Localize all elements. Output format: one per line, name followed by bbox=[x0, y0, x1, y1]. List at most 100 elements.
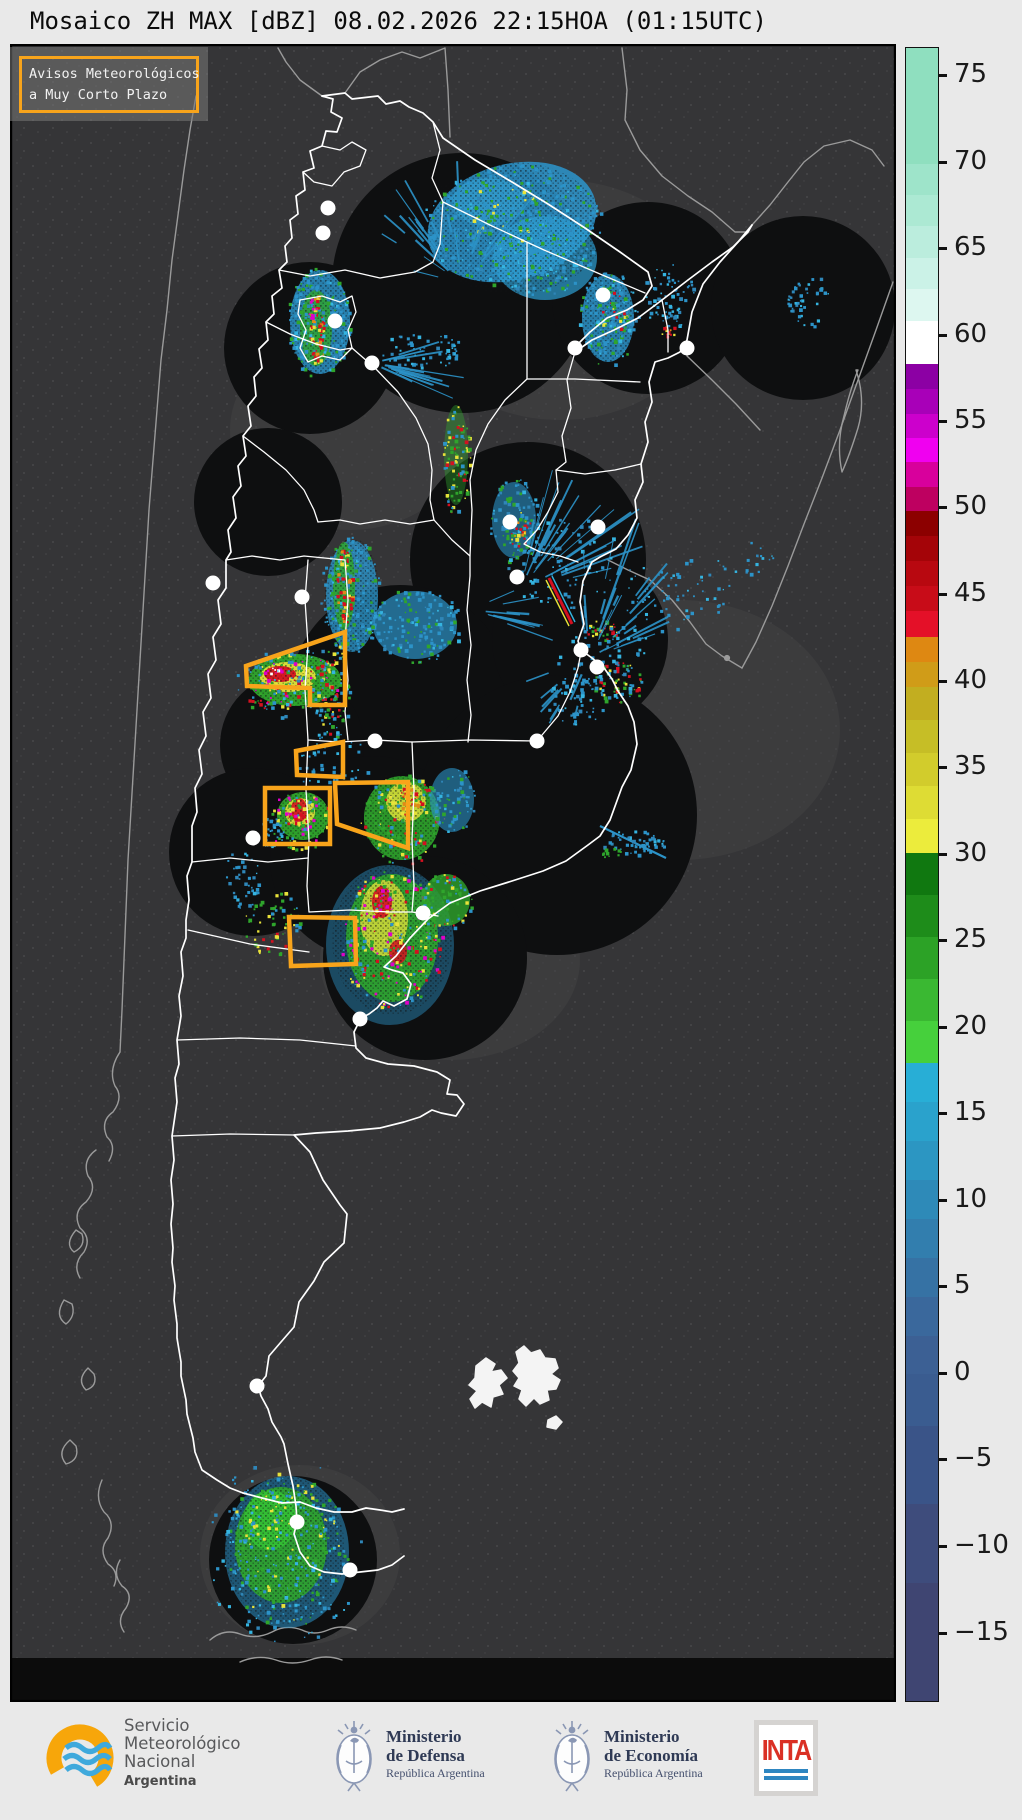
colorbar-tick bbox=[938, 680, 947, 683]
map-frame bbox=[10, 44, 896, 1702]
malvinas-islands bbox=[468, 1345, 563, 1430]
radar-site-dot bbox=[590, 519, 606, 535]
warning-polygons bbox=[243, 628, 411, 969]
colorbar-segment bbox=[906, 164, 938, 195]
colorbar-segment bbox=[906, 258, 938, 289]
radar-site-dot bbox=[315, 225, 331, 241]
colorbar-segment bbox=[906, 487, 938, 511]
economia-line3: República Argentina bbox=[604, 1766, 703, 1780]
colorbar-tick-label: 10 bbox=[954, 1184, 988, 1214]
smn-line3: Nacional bbox=[124, 1752, 196, 1771]
colorbar-tick bbox=[938, 766, 947, 769]
colorbar-segment bbox=[906, 786, 938, 819]
colorbar-tick bbox=[938, 1026, 947, 1029]
colorbar-tick-label: −15 bbox=[954, 1617, 1009, 1647]
defensa-line1: Ministerio bbox=[386, 1727, 462, 1746]
colorbar-segment bbox=[906, 611, 938, 637]
colorbar-segment bbox=[906, 389, 938, 414]
colorbar-tick-label: 5 bbox=[954, 1270, 971, 1300]
colorbar-tick bbox=[938, 593, 947, 596]
colorbar-tick-label: 75 bbox=[954, 59, 988, 89]
colorbar-segment bbox=[906, 662, 938, 687]
colorbar-tick bbox=[938, 420, 947, 423]
colorbar-segment bbox=[906, 289, 938, 321]
colorbar-segment bbox=[906, 753, 938, 786]
economia-line1: Ministerio bbox=[604, 1727, 680, 1746]
warning-polygon bbox=[262, 785, 333, 847]
colorbar-segment bbox=[906, 1374, 938, 1426]
colorbar-tick bbox=[938, 853, 947, 856]
footer: Servicio Meteorológico Nacional Argentin… bbox=[0, 1703, 1022, 1820]
radar-site-dot bbox=[342, 1562, 358, 1578]
radar-site-dot bbox=[589, 659, 605, 675]
colorbar-tick-label: 15 bbox=[954, 1097, 988, 1127]
map-bottom-strip bbox=[10, 1658, 896, 1702]
colorbar-tick bbox=[938, 939, 947, 942]
colorbar-segment bbox=[906, 937, 938, 979]
colorbar-tick-label: 25 bbox=[954, 924, 988, 954]
radar-site-dot bbox=[289, 1514, 305, 1530]
radar-site-dot bbox=[679, 340, 695, 356]
radar-site-dot bbox=[205, 575, 221, 591]
colorbar-segment bbox=[906, 195, 938, 226]
colorbar-tick bbox=[938, 161, 947, 164]
colorbar-tick bbox=[938, 247, 947, 250]
warning-legend: Avisos Meteorológicos a Muy Corto Plazo bbox=[10, 47, 208, 121]
warning-polygon bbox=[243, 628, 348, 708]
colorbar-segment bbox=[906, 687, 938, 720]
colorbar-tick-label: −5 bbox=[954, 1443, 993, 1473]
radar-site-dot bbox=[294, 589, 310, 605]
colorbar-segment bbox=[906, 1021, 938, 1063]
colorbar-segment bbox=[906, 637, 938, 662]
colorbar-segment bbox=[906, 1583, 938, 1701]
colorbar-segment bbox=[906, 561, 938, 586]
inta-label: INTA bbox=[761, 1734, 813, 1767]
colorbar-tick bbox=[938, 1458, 947, 1461]
colorbar-segment bbox=[906, 720, 938, 753]
radar-site-dot bbox=[327, 313, 343, 329]
radar-site-dot bbox=[567, 340, 583, 356]
defensa-text: Ministerio de Defensa República Argentin… bbox=[386, 1727, 485, 1781]
inta-logo: INTA bbox=[754, 1720, 818, 1796]
colorbar-segment bbox=[906, 321, 938, 364]
colorbar-segment bbox=[906, 1063, 938, 1102]
colorbar-tick bbox=[938, 1285, 947, 1288]
colorbar-tick bbox=[938, 506, 947, 509]
smn-line4: Argentina bbox=[124, 1774, 197, 1789]
warning-polygon bbox=[286, 914, 359, 969]
colorbar-segment bbox=[906, 1141, 938, 1180]
radar-site-dot bbox=[367, 733, 383, 749]
colorbar-tick bbox=[938, 1199, 947, 1202]
colorbar-tick-label: 35 bbox=[954, 751, 988, 781]
radar-site-dots bbox=[205, 200, 695, 1578]
colorbar-tick bbox=[938, 1112, 947, 1115]
radar-echoes bbox=[211, 161, 829, 1643]
page-title: Mosaico ZH MAX [dBZ] 08.02.2026 22:15HOA… bbox=[30, 7, 767, 35]
colorbar-tick bbox=[938, 1372, 947, 1375]
warning-polygon bbox=[332, 779, 411, 852]
smn-line2: Meteorológico bbox=[124, 1734, 241, 1753]
defensa-line3: República Argentina bbox=[386, 1766, 485, 1780]
map-canvas bbox=[10, 44, 896, 1702]
colorbar-segment bbox=[906, 414, 938, 438]
smn-logo-text: Servicio Meteorológico Nacional Argentin… bbox=[124, 1717, 241, 1791]
radar-site-dot bbox=[573, 642, 589, 658]
smn-line1: Servicio bbox=[124, 1716, 190, 1735]
radar-mosaic-map: Avisos Meteorológicos a Muy Corto Plazo bbox=[10, 44, 896, 1702]
colorbar-segment bbox=[906, 1336, 938, 1374]
colorbar-segment bbox=[906, 48, 938, 164]
radar-site-dot bbox=[352, 1011, 368, 1027]
colorbar-segment bbox=[906, 536, 938, 561]
radar-site-dot bbox=[502, 514, 518, 530]
defensa-line2: de Defensa bbox=[386, 1746, 465, 1765]
colorbar-tick bbox=[938, 74, 947, 77]
colorbar-tick bbox=[938, 334, 947, 337]
colorbar-segment bbox=[906, 438, 938, 462]
colorbar-tick-label: 0 bbox=[954, 1357, 971, 1387]
reflectivity-colorbar bbox=[905, 47, 939, 1702]
radar-site-dot bbox=[529, 733, 545, 749]
colorbar-segment bbox=[906, 819, 938, 853]
colorbar-segment bbox=[906, 1258, 938, 1297]
radar-site-dot bbox=[320, 200, 336, 216]
economia-line2: de Economía bbox=[604, 1746, 698, 1765]
